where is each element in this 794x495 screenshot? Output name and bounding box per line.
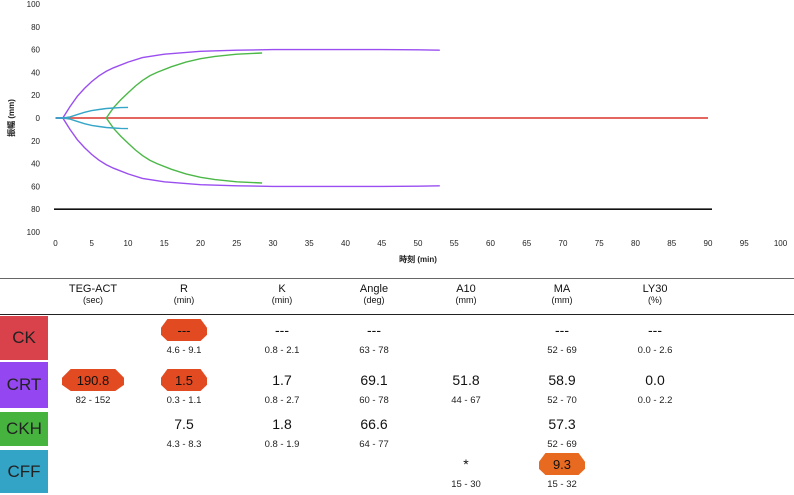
series-ckh-lower [105, 117, 263, 184]
column-header: TEG-ACT (sec) [48, 283, 138, 305]
x-tick-label: 75 [595, 239, 604, 248]
x-tick-label: 90 [704, 239, 713, 248]
x-tick-label: 0 [53, 239, 58, 248]
row-label: CKH [0, 412, 48, 446]
cell-value: * [463, 456, 469, 472]
column-unit: (%) [648, 295, 662, 305]
reference-range: 0.3 - 1.1 [166, 395, 202, 406]
reference-range: 63 - 78 [359, 345, 389, 356]
column-header: Angle (deg) [329, 283, 419, 305]
column-unit: (sec) [83, 295, 103, 305]
column-unit: (deg) [363, 295, 385, 305]
x-tick-label: 30 [269, 239, 278, 248]
reference-range: 52 - 70 [547, 395, 577, 406]
y-axis-label: 振幅 (mm) [6, 99, 16, 137]
row-label: CK [0, 316, 48, 360]
reference-range: 60 - 78 [359, 395, 389, 406]
cell-value: 1.7 [272, 372, 292, 388]
reference-range: 52 - 69 [547, 345, 577, 356]
x-tick-label: 15 [160, 239, 169, 248]
cell-value: --- [275, 322, 289, 338]
flagged-value: 9.3 [539, 453, 585, 475]
reference-range: 64 - 77 [359, 439, 389, 450]
x-axis-label: 時刻 (min) [399, 254, 437, 264]
cell-value: --- [648, 322, 662, 338]
column-unit: (min) [271, 295, 293, 305]
column-unit: (mm) [455, 295, 477, 305]
reference-range: 0.0 - 2.2 [637, 395, 673, 406]
x-tick-label: 20 [196, 239, 205, 248]
row-label: CFF [0, 450, 48, 493]
x-tick-label: 5 [90, 239, 95, 248]
teg-chart: 100 80 60 40 20 0 20 40 60 80 100 0 5 10 15 20 25 30 35 40 4… [6, 0, 788, 264]
reference-range: 4.6 - 9.1 [166, 345, 202, 356]
x-tick-label: 70 [559, 239, 568, 248]
y-tick-label: 80 [31, 23, 40, 32]
cell-value: 69.1 [360, 372, 388, 388]
cell-value: 7.5 [174, 416, 194, 432]
x-tick-label: 85 [667, 239, 676, 248]
y-tick-label: 40 [31, 160, 40, 169]
series-cff-upper [55, 106, 129, 119]
column-unit: (min) [173, 295, 195, 305]
y-tick-label: 100 [27, 228, 41, 237]
column-header: R (min) [139, 283, 229, 305]
cell-value: 58.9 [548, 372, 576, 388]
x-tick-label: 65 [522, 239, 531, 248]
reference-range: 15 - 30 [451, 479, 481, 490]
y-tick-label: 60 [31, 46, 40, 55]
reference-range: 82 - 152 [75, 395, 111, 406]
series-cff-lower [55, 117, 129, 130]
column-unit: (mm) [551, 295, 573, 305]
x-tick-label: 95 [740, 239, 749, 248]
section-divider [0, 278, 794, 279]
reference-range: 0.8 - 2.7 [264, 395, 300, 406]
column-header: MA (mm) [517, 283, 607, 305]
series-crt-upper [55, 48, 440, 119]
x-tick-label: 60 [486, 239, 495, 248]
y-tick-label: 0 [36, 114, 41, 123]
x-tick-label: 100 [774, 239, 788, 248]
reference-range: 0.8 - 2.1 [264, 345, 300, 356]
y-tick-label: 40 [31, 68, 40, 77]
cell-value: 57.3 [548, 416, 576, 432]
column-header: K (min) [237, 283, 327, 305]
x-tick-label: 40 [341, 239, 350, 248]
cell-value: 51.8 [452, 372, 480, 388]
y-tick-label: 100 [27, 0, 41, 9]
x-tick-label: 55 [450, 239, 459, 248]
header-divider [0, 314, 794, 315]
column-header: A10 (mm) [421, 283, 511, 305]
cell-value: 66.6 [360, 416, 388, 432]
cell-value: --- [367, 322, 381, 338]
row-label: CRT [0, 362, 48, 408]
y-tick-label: 20 [31, 91, 40, 100]
reference-range: 0.0 - 2.6 [637, 345, 673, 356]
series-ckh-upper [105, 52, 263, 119]
x-tick-label: 80 [631, 239, 640, 248]
cell-value: 1.8 [272, 416, 292, 432]
reference-range: 15 - 32 [547, 479, 577, 490]
reference-range: 52 - 69 [547, 439, 577, 450]
cell-value: 0.0 [645, 372, 665, 388]
x-tick-label: 25 [232, 239, 241, 248]
flagged-value: --- [161, 319, 207, 341]
reference-range: 4.3 - 8.3 [166, 439, 202, 450]
x-tick-label: 10 [124, 239, 133, 248]
x-tick-label: 45 [377, 239, 386, 248]
series-crt-lower [55, 117, 440, 188]
reference-range: 0.8 - 1.9 [264, 439, 300, 450]
y-tick-label: 60 [31, 182, 40, 191]
x-tick-label: 35 [305, 239, 314, 248]
flagged-value: 1.5 [161, 369, 207, 391]
x-tick-label: 50 [414, 239, 423, 248]
y-tick-label: 80 [31, 205, 40, 214]
y-tick-label: 20 [31, 137, 40, 146]
column-header: LY30 (%) [610, 283, 700, 305]
reference-range: 44 - 67 [451, 395, 481, 406]
cell-value: --- [555, 322, 569, 338]
flagged-value: 190.8 [62, 369, 124, 391]
